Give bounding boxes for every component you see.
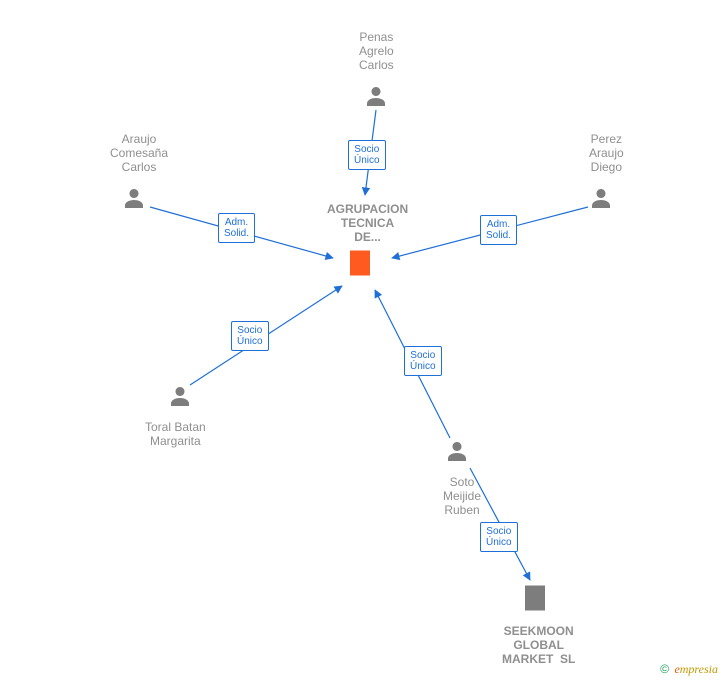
edge-label: Socio Único: [404, 346, 442, 376]
copyright-symbol: ©: [660, 662, 669, 676]
person-icon: [445, 439, 469, 468]
person-icon: [122, 186, 146, 215]
company-building-icon: [520, 583, 550, 618]
edge-label: Socio Único: [348, 140, 386, 170]
node-label: Perez Araujo Diego: [589, 132, 624, 174]
node-label: Araujo Comesaña Carlos: [110, 132, 168, 174]
node-label: Toral Batan Margarita: [145, 420, 206, 448]
person-icon: [364, 84, 388, 113]
person-icon: [589, 186, 613, 215]
credit: © empresia: [660, 662, 718, 677]
edge-label: Socio Único: [480, 522, 518, 552]
central-label: AGRUPACION TECNICA DE...: [327, 202, 408, 244]
node-label: Soto Meijide Ruben: [443, 475, 481, 517]
node-label: Penas Agrelo Carlos: [359, 30, 394, 72]
brand-rest: mpresia: [680, 662, 718, 676]
edge-label: Socio Único: [231, 321, 269, 351]
edge-label: Adm. Solid.: [218, 213, 255, 243]
central-building-icon: [345, 248, 375, 283]
edge-label: Adm. Solid.: [480, 215, 517, 245]
person-icon: [168, 384, 192, 413]
node-label: SEEKMOON GLOBAL MARKET SL: [502, 624, 575, 666]
